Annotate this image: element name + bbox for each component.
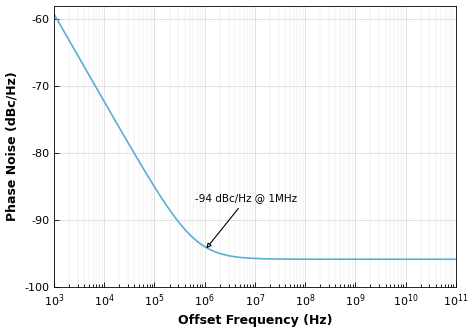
Text: -94 dBc/Hz @ 1MHz: -94 dBc/Hz @ 1MHz xyxy=(195,193,297,247)
X-axis label: Offset Frequency (Hz): Offset Frequency (Hz) xyxy=(178,314,332,327)
Y-axis label: Phase Noise (dBc/Hz): Phase Noise (dBc/Hz) xyxy=(6,72,18,221)
